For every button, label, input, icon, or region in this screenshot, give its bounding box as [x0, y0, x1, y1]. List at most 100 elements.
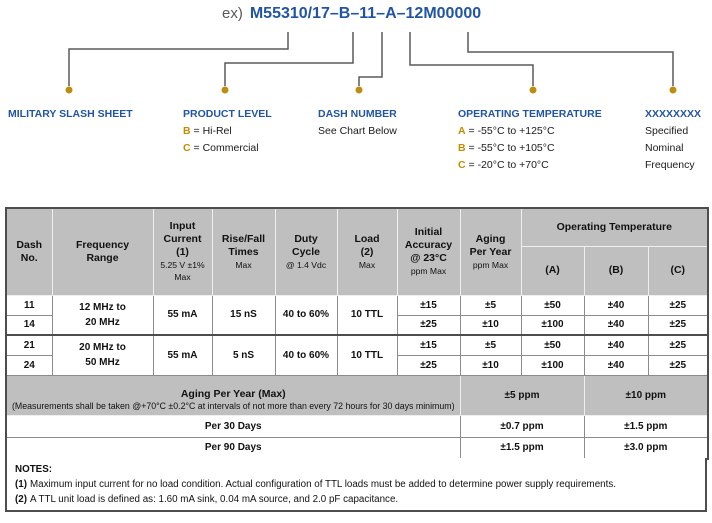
aging-row-90-days: Per 90 Days ±1.5 ppm ±3.0 ppm [5, 436, 709, 460]
temp-c-cell: ±25 [647, 354, 709, 376]
header-temp-a: (A) [520, 245, 585, 296]
option-text: = Commercial [193, 142, 259, 154]
example-prefix: ex) [222, 5, 243, 22]
note-text: Maximum input current for no load condit… [29, 479, 616, 490]
table-row-dash-21: 21 20 MHz to 50 MHz 55 mA 5 nS 40 to 60%… [5, 334, 709, 376]
option-code: B [458, 142, 466, 154]
load-cell: 10 TTL [336, 334, 398, 376]
example-part-number: ex) M55310/17–B–11–A–12M00000 [222, 5, 481, 23]
part-number-text: M55310/17–B–11–A–12M00000 [249, 5, 482, 22]
temp-c-cell: ±25 [647, 294, 709, 316]
aging-per-year-cell: ±5 [459, 294, 522, 316]
temp-a-cell: ±50 [520, 294, 585, 316]
frequency-range-cell: 12 MHz to 20 MHz [51, 294, 154, 336]
duty-cycle-cell: 40 to 60% [274, 294, 338, 336]
aging-value-cell: ±3.0 ppm [583, 436, 709, 460]
option-text: = -20°C to +70°C [468, 159, 549, 171]
header-operating-temperature: Operating Temperature [520, 207, 709, 247]
notes-box: NOTES: (1) Maximum input current for no l… [5, 458, 707, 512]
duty-cycle-cell: 40 to 60% [274, 334, 338, 376]
temp-c-cell: ±25 [647, 314, 709, 336]
temp-b-cell: ±40 [583, 314, 649, 336]
option-code: B [183, 125, 191, 137]
header-initial-accuracy: Initial Accuracy @ 23°C ppm Max [396, 207, 461, 296]
note-1: (1) Maximum input current for no load con… [15, 477, 697, 492]
load-cell: 10 TTL [336, 294, 398, 336]
option-text: = -55°C to +125°C [468, 125, 555, 137]
table-row-dash-24: 24 ±25 ±10 ±100 ±40 ±25 [5, 354, 709, 376]
callout-dash-number: DASH NUMBER See Chart Below [318, 106, 397, 140]
aging-col-10ppm: ±10 ppm [583, 374, 709, 416]
dash-no-cell: 21 [5, 334, 53, 356]
frequency-note-line: Frequency [645, 159, 695, 171]
op-temp-option-a: A = -55°C to +125°C [458, 123, 602, 140]
aging-header-row: Aging Per Year (Max) (Measurements shall… [5, 374, 709, 416]
option-code: A [458, 125, 466, 137]
header-duty-cycle: Duty Cycle @ 1.4 Vdc [274, 207, 338, 296]
callout-heading: MILITARY SLASH SHEET [8, 108, 133, 120]
header-rise-fall-times: Rise/Fall Times Max [211, 207, 276, 296]
callout-heading: PRODUCT LEVEL [183, 108, 272, 120]
dash-no-cell: 14 [5, 314, 53, 336]
callout-heading: XXXXXXXX [645, 108, 702, 120]
header-aging-per-year: Aging Per Year ppm Max [459, 207, 522, 296]
connector-line-product-level [224, 32, 354, 86]
dash-no-cell: 24 [5, 354, 53, 376]
aging-row-30-days: Per 30 Days ±0.7 ppm ±1.5 ppm [5, 414, 709, 438]
callout-heading: DASH NUMBER [318, 108, 397, 120]
option-code: C [458, 159, 466, 171]
aging-value-cell: ±1.5 ppm [583, 414, 709, 438]
aging-per-year-cell: ±10 [459, 354, 522, 376]
temp-a-cell: ±100 [520, 314, 585, 336]
dash-no-cell: 11 [5, 294, 53, 316]
callout-heading: OPERATING TEMPERATURE [458, 108, 602, 120]
notes-heading: NOTES: [15, 464, 53, 475]
rise-fall-cell: 15 nS [211, 294, 276, 336]
aging-value-cell: ±1.5 ppm [459, 436, 585, 460]
callout-military-slash-sheet: MILITARY SLASH SHEET [8, 106, 133, 123]
table-row-dash-14: 14 ±25 ±10 ±100 ±40 ±25 [5, 314, 709, 336]
note-text: A TTL unit load is defined as: 1.60 mA s… [29, 494, 399, 505]
connector-line-slash-sheet [68, 32, 289, 86]
note-number: (2) [15, 494, 27, 505]
connector-dot-frequency [669, 86, 677, 94]
connector-line-op-temp [409, 32, 534, 86]
callout-connector-lines [65, 32, 677, 94]
callout-product-level: PRODUCT LEVEL B = Hi-Rel C = Commercial [183, 106, 272, 157]
note-2: (2) A TTL unit load is defined as: 1.60 m… [15, 492, 697, 507]
input-current-cell: 55 mA [152, 334, 213, 376]
connector-dot-product-level [221, 86, 229, 94]
aging-col-5ppm: ±5 ppm [459, 374, 585, 416]
table-row-dash-11: 11 12 MHz to 20 MHz 55 mA 15 nS 40 to 60… [5, 294, 709, 336]
option-text: = Hi-Rel [193, 125, 232, 137]
connector-line-frequency [467, 32, 674, 86]
note-number: (1) [15, 479, 27, 490]
op-temp-option-b: B = -55°C to +105°C [458, 140, 602, 157]
temp-a-cell: ±50 [520, 334, 585, 356]
callout-nominal-frequency: XXXXXXXX Specified Nominal Frequency [645, 106, 701, 174]
initial-accuracy-cell: ±25 [396, 354, 461, 376]
product-level-option-c: C = Commercial [183, 140, 272, 157]
temp-a-cell: ±100 [520, 354, 585, 376]
initial-accuracy-cell: ±15 [396, 294, 461, 316]
dash-number-note: See Chart Below [318, 125, 397, 137]
temp-c-cell: ±25 [647, 334, 709, 356]
temp-b-cell: ±40 [583, 354, 649, 376]
op-temp-option-c: C = -20°C to +70°C [458, 157, 602, 174]
aging-row-label: Per 30 Days [5, 414, 461, 438]
connector-dot-slash-sheet [65, 86, 73, 94]
temp-b-cell: ±40 [583, 334, 649, 356]
header-temp-c: (C) [647, 245, 709, 296]
spec-table: Dash No. Frequency Range Input Current (… [5, 207, 710, 460]
aging-value-cell: ±0.7 ppm [459, 414, 585, 438]
rise-fall-cell: 5 nS [211, 334, 276, 376]
header-input-current: Input Current (1) 5.25 V ±1% Max [152, 207, 213, 296]
option-code: C [183, 142, 191, 154]
connector-line-dash-number [358, 32, 383, 86]
frequency-note-line: Nominal [645, 142, 684, 154]
temp-b-cell: ±40 [583, 294, 649, 316]
aging-per-year-cell: ±5 [459, 334, 522, 356]
header-load: Load (2) Max [336, 207, 398, 296]
product-level-option-b: B = Hi-Rel [183, 123, 272, 140]
